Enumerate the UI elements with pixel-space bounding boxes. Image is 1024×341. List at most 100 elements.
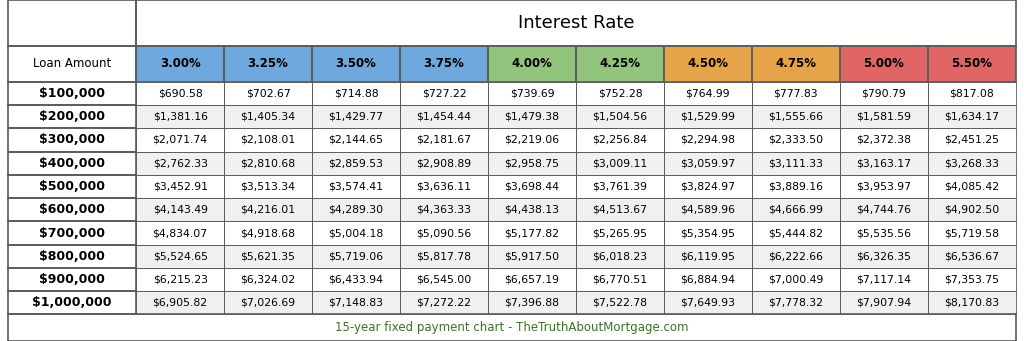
Text: $1,555.66: $1,555.66 xyxy=(768,112,823,122)
Text: 4.00%: 4.00% xyxy=(512,57,552,71)
Bar xyxy=(928,152,1016,175)
Text: $6,536.67: $6,536.67 xyxy=(944,251,999,261)
Bar xyxy=(400,82,488,105)
Bar xyxy=(400,198,488,221)
Bar xyxy=(575,198,664,221)
Bar xyxy=(400,128,488,152)
Bar xyxy=(664,82,752,105)
Bar xyxy=(8,46,136,82)
Text: $5,621.35: $5,621.35 xyxy=(241,251,296,261)
Bar xyxy=(928,198,1016,221)
Bar xyxy=(664,152,752,175)
Bar xyxy=(575,128,664,152)
Text: $300,000: $300,000 xyxy=(39,133,105,147)
Text: $2,144.65: $2,144.65 xyxy=(329,135,384,145)
Bar xyxy=(312,221,400,244)
Text: $3,636.11: $3,636.11 xyxy=(417,181,471,192)
Text: $4,744.76: $4,744.76 xyxy=(856,205,911,215)
Bar xyxy=(488,221,575,244)
Text: $4,902.50: $4,902.50 xyxy=(944,205,999,215)
Bar xyxy=(752,152,840,175)
Bar xyxy=(488,82,575,105)
Text: $7,026.69: $7,026.69 xyxy=(241,298,296,308)
Text: $3,009.11: $3,009.11 xyxy=(592,158,647,168)
Text: $4,589.96: $4,589.96 xyxy=(680,205,735,215)
Bar xyxy=(312,268,400,291)
Bar xyxy=(840,244,928,268)
Bar xyxy=(8,221,136,244)
Text: $2,372.38: $2,372.38 xyxy=(856,135,911,145)
Text: $5,719.58: $5,719.58 xyxy=(944,228,999,238)
Bar xyxy=(752,268,840,291)
Bar xyxy=(224,244,312,268)
Text: $4,143.49: $4,143.49 xyxy=(153,205,208,215)
Bar xyxy=(928,291,1016,314)
Text: $1,381.16: $1,381.16 xyxy=(153,112,208,122)
Text: 5.00%: 5.00% xyxy=(863,57,904,71)
Text: $6,215.23: $6,215.23 xyxy=(153,275,208,284)
Bar xyxy=(752,82,840,105)
Bar xyxy=(400,152,488,175)
Bar xyxy=(400,268,488,291)
Text: $3,452.91: $3,452.91 xyxy=(153,181,208,192)
Bar xyxy=(224,105,312,128)
Text: $790.79: $790.79 xyxy=(861,88,906,99)
Bar xyxy=(664,105,752,128)
Bar xyxy=(224,152,312,175)
Text: 3.00%: 3.00% xyxy=(160,57,201,71)
Bar xyxy=(752,244,840,268)
Text: $1,504.56: $1,504.56 xyxy=(593,112,647,122)
Bar xyxy=(575,291,664,314)
Bar xyxy=(664,198,752,221)
Text: $6,905.82: $6,905.82 xyxy=(153,298,208,308)
Text: 3.50%: 3.50% xyxy=(336,57,377,71)
Bar xyxy=(312,128,400,152)
Text: $3,761.39: $3,761.39 xyxy=(593,181,647,192)
Text: $3,513.34: $3,513.34 xyxy=(241,181,296,192)
Text: 5.50%: 5.50% xyxy=(951,57,992,71)
Bar xyxy=(928,221,1016,244)
Text: $2,181.67: $2,181.67 xyxy=(417,135,471,145)
Bar xyxy=(136,82,224,105)
Text: $600,000: $600,000 xyxy=(39,203,105,216)
Text: $7,353.75: $7,353.75 xyxy=(944,275,999,284)
Text: Interest Rate: Interest Rate xyxy=(518,14,634,32)
Text: $3,268.33: $3,268.33 xyxy=(944,158,999,168)
Text: $727.22: $727.22 xyxy=(422,88,466,99)
Bar xyxy=(488,244,575,268)
Bar xyxy=(575,221,664,244)
Text: $7,000.49: $7,000.49 xyxy=(768,275,823,284)
Bar xyxy=(928,175,1016,198)
Text: $3,574.41: $3,574.41 xyxy=(329,181,384,192)
Text: $2,333.50: $2,333.50 xyxy=(768,135,823,145)
Bar xyxy=(488,152,575,175)
Bar xyxy=(575,105,664,128)
Text: $690.58: $690.58 xyxy=(158,88,203,99)
Bar xyxy=(664,46,752,82)
Bar xyxy=(840,268,928,291)
Bar xyxy=(840,46,928,82)
Bar xyxy=(752,221,840,244)
Text: $7,272.22: $7,272.22 xyxy=(417,298,471,308)
Bar xyxy=(488,175,575,198)
Text: $1,479.38: $1,479.38 xyxy=(505,112,559,122)
Bar xyxy=(840,221,928,244)
Text: $4,666.99: $4,666.99 xyxy=(768,205,823,215)
Text: $5,090.56: $5,090.56 xyxy=(417,228,472,238)
Bar xyxy=(224,175,312,198)
Bar xyxy=(928,268,1016,291)
Bar xyxy=(840,105,928,128)
Bar xyxy=(224,82,312,105)
Bar xyxy=(224,221,312,244)
Bar xyxy=(928,128,1016,152)
Text: Loan Amount: Loan Amount xyxy=(33,57,112,71)
Text: $1,429.77: $1,429.77 xyxy=(329,112,384,122)
Text: 4.25%: 4.25% xyxy=(599,57,640,71)
Text: $752.28: $752.28 xyxy=(598,88,642,99)
Text: $5,444.82: $5,444.82 xyxy=(768,228,823,238)
Text: $1,529.99: $1,529.99 xyxy=(680,112,735,122)
Text: $7,522.78: $7,522.78 xyxy=(593,298,647,308)
Text: $3,698.44: $3,698.44 xyxy=(505,181,559,192)
Text: $7,778.32: $7,778.32 xyxy=(768,298,823,308)
Bar xyxy=(312,244,400,268)
